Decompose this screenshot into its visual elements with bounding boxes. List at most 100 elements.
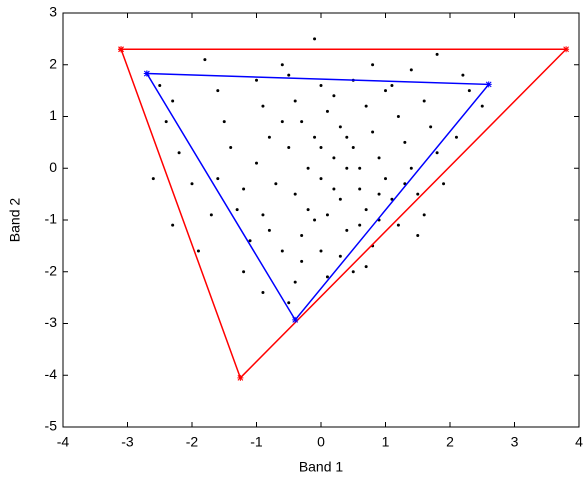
scatter-point	[416, 234, 420, 238]
scatter-point	[261, 290, 265, 294]
scatter-point	[409, 68, 413, 72]
scatter-point	[261, 213, 265, 217]
scatter-point	[371, 63, 375, 67]
scatter-point	[384, 89, 387, 93]
scatter-point	[216, 177, 220, 181]
scatter-point	[332, 187, 336, 191]
scatter-point	[325, 275, 329, 279]
x-tick-label: 2	[446, 434, 454, 450]
x-tick-label: 1	[382, 434, 390, 450]
scatter-point	[293, 280, 297, 284]
scatter-point	[416, 192, 420, 196]
scatter-point	[422, 213, 426, 217]
scatter-point	[351, 270, 355, 274]
scatter-point	[325, 213, 329, 217]
scatter-point	[300, 234, 304, 238]
scatter-point	[313, 218, 317, 222]
scatter-point	[345, 166, 349, 170]
scatter-point	[358, 166, 362, 170]
triangle-edge	[146, 72, 491, 322]
scatter-point	[280, 120, 284, 124]
scatter-point	[287, 146, 291, 150]
scatter-point	[396, 115, 400, 118]
y-tick-label: -4	[45, 366, 58, 382]
scatter-point	[313, 37, 317, 41]
scatter-point	[209, 213, 213, 217]
vertex-marker	[485, 81, 492, 88]
vertex-marker	[118, 46, 125, 53]
scatter-point	[384, 177, 387, 181]
scatter-point	[345, 228, 349, 232]
plot-frame	[62, 12, 580, 428]
x-tick-label: 0	[317, 434, 325, 450]
scatter-point	[306, 208, 310, 212]
scatter-point	[235, 208, 239, 212]
scatter-point	[332, 156, 336, 160]
vertex-marker	[143, 70, 150, 77]
scatter-point	[293, 99, 297, 103]
x-tick-label: 3	[511, 434, 519, 450]
scatter-point	[190, 182, 194, 186]
scatter-point	[158, 83, 162, 87]
scatter-point	[274, 182, 278, 186]
scatter-point	[255, 161, 258, 165]
y-tick-label: 2	[49, 55, 57, 71]
scatter-point	[319, 83, 323, 87]
scatter-point	[248, 239, 252, 243]
scatter-point	[403, 140, 407, 144]
y-axis-label: Band 2	[7, 198, 23, 243]
scatter-point	[358, 223, 362, 227]
scatter-point	[338, 125, 342, 129]
scatter-point	[300, 120, 304, 124]
scatter-point	[319, 177, 323, 181]
scatter-point	[467, 89, 471, 93]
scatter-point	[358, 187, 362, 191]
scatter-point	[371, 130, 375, 134]
scatter-point	[325, 109, 329, 113]
scatter-point	[267, 228, 271, 232]
scatter-point	[338, 254, 342, 258]
x-tick-label: -1	[250, 434, 263, 450]
scatter-point	[300, 259, 304, 263]
x-tick-label: 4	[575, 434, 583, 450]
scatter-point	[396, 223, 400, 227]
scatter-point	[364, 104, 368, 108]
vertex-marker	[292, 316, 299, 323]
x-tick-label: -3	[121, 434, 134, 450]
scatter-point	[280, 249, 284, 253]
scatter-point	[409, 166, 413, 170]
scatter-point	[454, 135, 458, 139]
scatter-point	[306, 166, 310, 170]
scatter-point	[164, 120, 168, 124]
y-tick-label: -5	[45, 418, 58, 434]
scatter-point	[242, 187, 246, 191]
y-tick-label: 0	[49, 159, 57, 175]
scatter-point	[319, 146, 323, 150]
scatter-point	[332, 94, 336, 98]
scatter-point	[364, 265, 368, 269]
scatter-point	[422, 99, 426, 103]
y-tick-label: -1	[45, 211, 58, 227]
scatter-point	[429, 125, 433, 129]
x-tick-label: -4	[57, 434, 70, 450]
scatter-point	[242, 270, 246, 274]
scatter-point	[196, 249, 200, 253]
scatter-point	[435, 52, 439, 56]
scatter-point	[216, 89, 220, 93]
x-axis-label: Band 1	[299, 459, 344, 475]
vertex-marker	[563, 46, 570, 53]
scatter-point	[435, 151, 439, 155]
scatter-point	[261, 104, 265, 108]
scatter-point	[177, 151, 181, 155]
y-tick-label: -2	[45, 262, 58, 278]
triangle-edge	[120, 48, 568, 380]
scatter-point	[390, 197, 394, 201]
scatter-point	[390, 83, 394, 87]
scatter-point	[461, 73, 465, 77]
scatter-point	[229, 146, 233, 150]
scatter-point	[203, 58, 207, 62]
scatter-point	[377, 156, 381, 160]
scatter-point	[151, 177, 155, 181]
scatter-point	[287, 73, 291, 77]
